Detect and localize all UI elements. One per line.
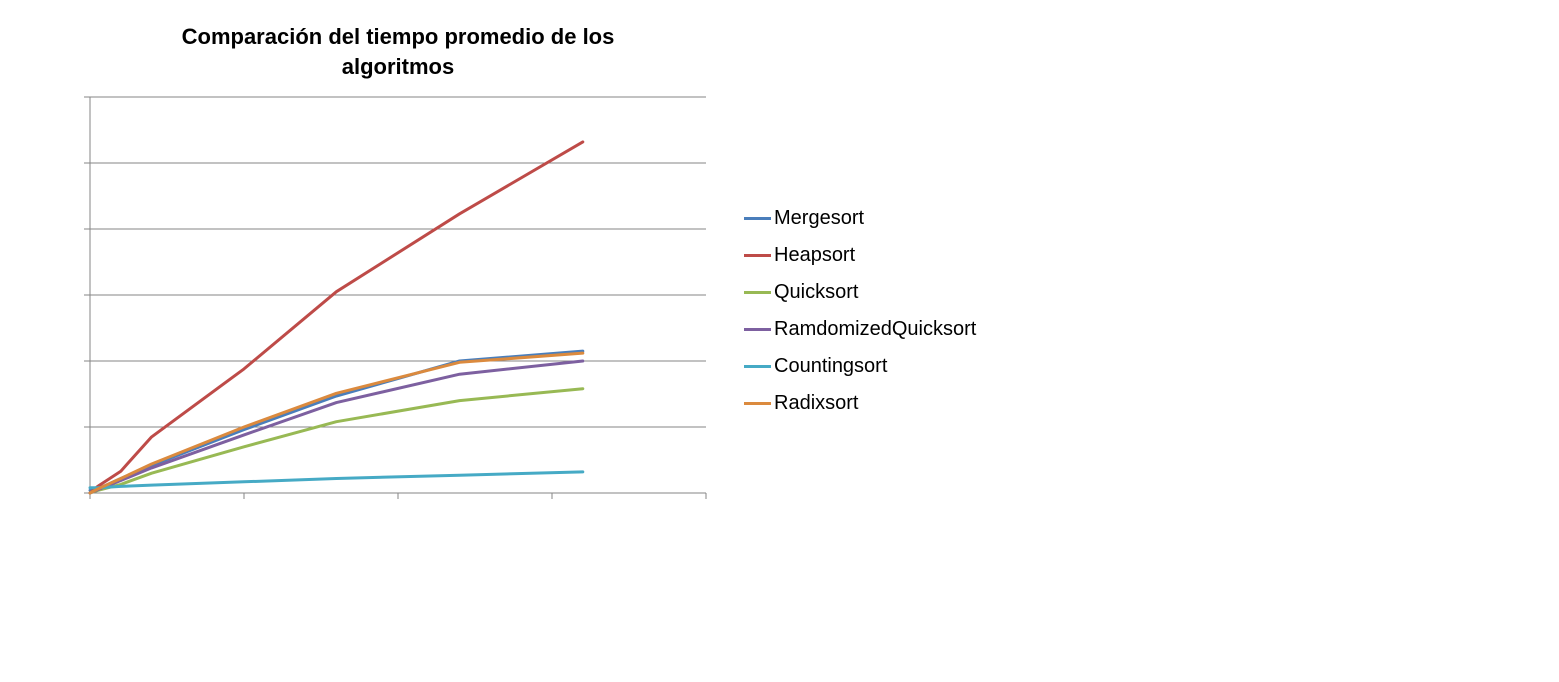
legend-swatch	[744, 328, 771, 331]
legend-swatch	[744, 291, 771, 294]
legend-item: Quicksort	[744, 274, 1044, 311]
legend-swatch	[744, 402, 771, 405]
legend-item: Heapsort	[744, 237, 1044, 274]
legend-label: Countingsort	[774, 355, 888, 377]
legend-item: Mergesort	[744, 200, 1044, 237]
legend-label: Radixsort	[774, 392, 859, 414]
legend-label: Quicksort	[774, 281, 859, 303]
legend-label: RamdomizedQuicksort	[774, 318, 977, 340]
legend-swatch	[744, 365, 771, 368]
series-line-heapsort	[88, 140, 585, 495]
legend-item: Countingsort	[744, 348, 1044, 385]
legend: Mergesort Heapsort Quicksort RamdomizedQuic…	[744, 200, 1044, 422]
chart-title: Comparación del tiempo promedio de los a…	[181, 24, 615, 79]
legend-swatch	[744, 254, 771, 257]
legend-item: Radixsort	[744, 385, 1044, 422]
legend-swatch	[744, 217, 771, 220]
legend-item: RamdomizedQuicksort	[744, 311, 1044, 348]
legend-label: Mergesort	[774, 207, 865, 229]
series-line-countingsort	[88, 470, 585, 490]
legend-label: Heapsort	[774, 244, 856, 266]
series-line-radixsort	[88, 351, 585, 495]
